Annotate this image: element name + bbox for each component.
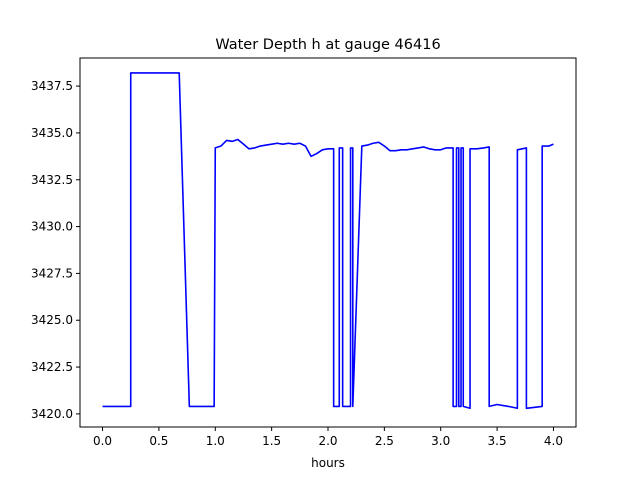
- y-tick-label: 3432.5: [31, 173, 73, 187]
- x-tick-label: 2.0: [318, 434, 337, 448]
- y-tick-label: 3425.0: [31, 313, 73, 327]
- chart-title: Water Depth h at gauge 46416: [215, 37, 440, 53]
- y-axis: 3420.0 3422.5 3425.0 3427.5 3430.0 3432.5 3435…: [31, 79, 80, 421]
- x-tick-label: 3.5: [488, 434, 507, 448]
- x-tick-label: 3.0: [431, 434, 450, 448]
- x-axis: 0.0 0.5 1.0 1.5 2.0 2.5 3.0 3.5 4.0: [93, 427, 563, 448]
- plot-frame: [79, 57, 577, 428]
- x-tick-label: 4.0: [544, 434, 563, 448]
- y-tick-label: 3435.0: [31, 126, 73, 140]
- y-tick-label: 3422.5: [31, 360, 73, 374]
- y-tick-label: 3430.0: [31, 220, 73, 234]
- plot-area: [102, 72, 554, 410]
- y-tick-label: 3420.0: [31, 407, 73, 421]
- series-line-0: [102, 72, 554, 410]
- x-tick-label: 0.0: [93, 434, 112, 448]
- y-tick-label: 3437.5: [31, 79, 73, 93]
- x-tick-label: 1.0: [206, 434, 225, 448]
- x-tick-label: 2.5: [375, 434, 394, 448]
- x-tick-label: 1.5: [262, 434, 281, 448]
- x-tick-label: 0.5: [149, 434, 168, 448]
- x-axis-label: hours: [311, 456, 345, 470]
- y-tick-label: 3427.5: [31, 266, 73, 280]
